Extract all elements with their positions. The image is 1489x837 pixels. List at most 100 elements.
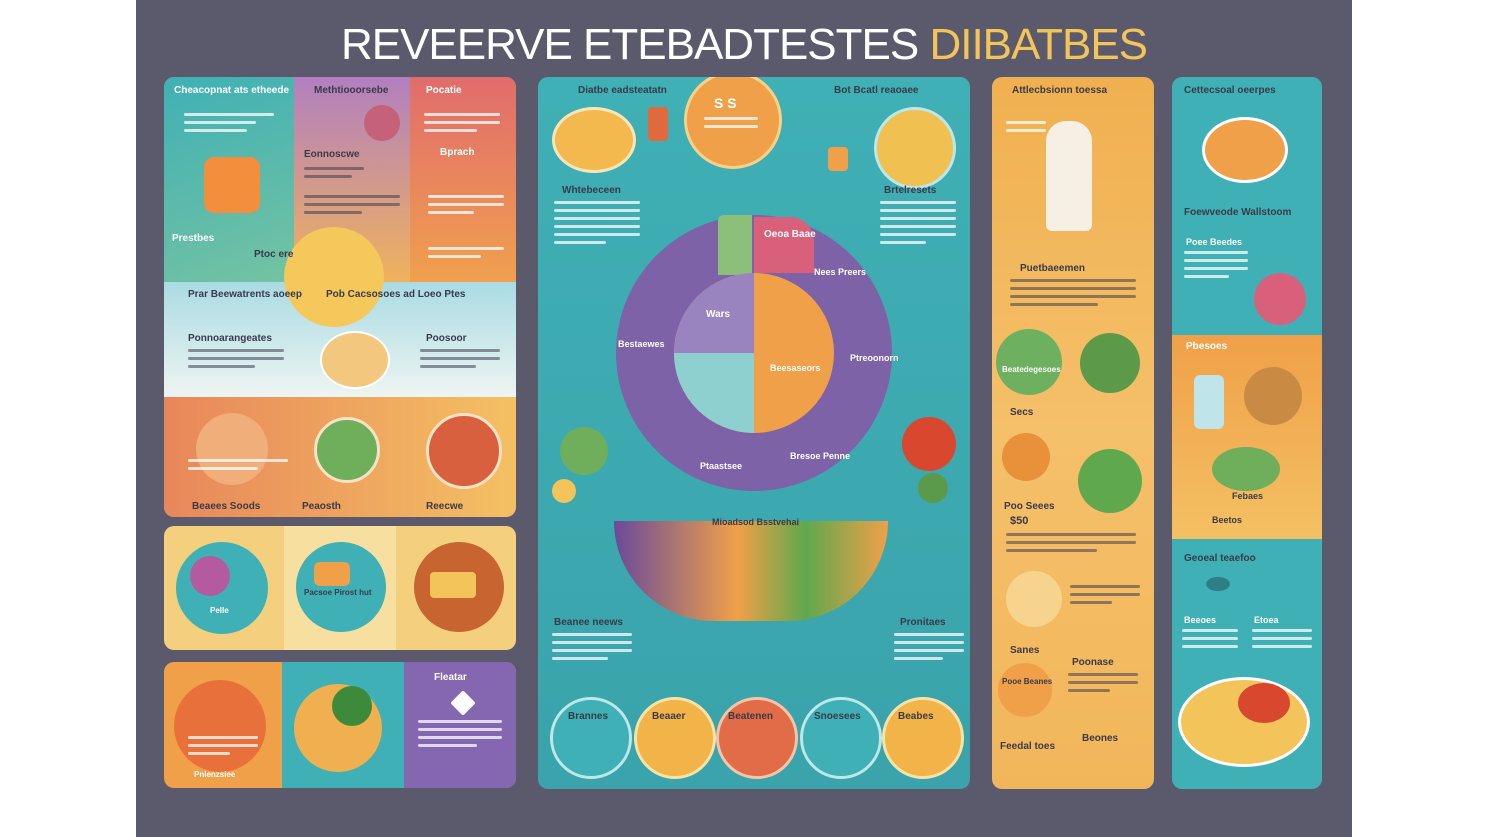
- left-text-block-5: [428, 195, 504, 219]
- far-right-label-beeoes: Beeoes: [1184, 615, 1217, 625]
- bottom-left-label-fleatar: Fleatar: [434, 672, 467, 683]
- plate-slice-pink: [754, 217, 814, 273]
- lemon-icon: [552, 479, 576, 503]
- right-label-pooe-beanes: Pooe Beanes: [1002, 677, 1053, 686]
- center-label-nees-preers: Nees Preers: [814, 267, 867, 277]
- left-text-block-4: [424, 113, 500, 137]
- person-figure-icon: [1046, 121, 1092, 231]
- center-label-ptaastsee: Ptaastsee: [700, 461, 743, 471]
- left-label-peaosth: Peaosth: [302, 501, 341, 512]
- right-text-block-4: [1070, 585, 1140, 609]
- bottom-circle-4: [800, 697, 882, 779]
- left-label-prestbes: Prestbes: [172, 233, 215, 244]
- toast-icon: [314, 562, 350, 586]
- left-text-block-3: [304, 195, 400, 219]
- center-label-beesaseors: Beesaseors: [770, 363, 821, 373]
- left-label-prar: Prar Beewatrents aoeep: [188, 289, 302, 300]
- left-header-3: Pocatie: [426, 85, 462, 96]
- far-right-label-etoea: Etoea: [1254, 615, 1279, 625]
- salad-bowl-icon: [426, 413, 502, 489]
- orange-fruit-circle: [174, 680, 266, 772]
- right-label-puetbaeemen: Puetbaeemen: [1020, 263, 1086, 274]
- orange-drop-icon: [196, 413, 268, 485]
- price-badge-circle: [684, 77, 782, 169]
- tomato-cluster-icon: [902, 417, 956, 471]
- title-part-white: REVEERVE ETEBADTESTES: [340, 20, 919, 69]
- bottle-icon: [648, 107, 668, 141]
- left-label-beaees-soods: Beaees Soods: [192, 501, 261, 512]
- left-header-1: Cheacopnat ats etheede: [174, 85, 290, 96]
- left-text-block-6: [428, 247, 504, 263]
- leaf-icon: [332, 686, 372, 726]
- far-right-label-pbesoes: Pbesoes: [1186, 341, 1228, 352]
- left-label-ptoc-ere: Ptoc ere: [254, 249, 294, 260]
- fruit-glass-circle: [874, 107, 956, 189]
- cheese-wedge-icon: [430, 572, 476, 598]
- center-text-block-right: [880, 201, 956, 249]
- right-label-poo-seees: Poo Seees: [1004, 501, 1055, 512]
- egg-circle: [1006, 571, 1062, 627]
- left-text-block-8: [420, 349, 500, 373]
- strawberries-icon: [1238, 683, 1290, 723]
- badge-text-lines: [704, 117, 758, 133]
- far-right-column: Cettecsoal oeerpes Foewveode Wallstoom P…: [1172, 77, 1322, 789]
- broccoli-icon: [918, 473, 948, 503]
- far-right-label-febaes: Febaes: [1232, 491, 1264, 501]
- water-bottle-icon: [1194, 375, 1224, 429]
- glass-bowl-icon: [320, 331, 390, 389]
- bottom-circle-2-label: Beaaer: [652, 711, 686, 722]
- far-right-header-3: Geoeal teaefoo: [1184, 553, 1256, 564]
- circles-label-pelle: Pelle: [210, 606, 229, 615]
- center-text-block-bl: [552, 633, 632, 665]
- mixed-food-icon: [190, 556, 230, 596]
- right-text-block-3: [1006, 533, 1136, 557]
- bottom-circle-1-label: Brannes: [568, 711, 609, 722]
- left-text-block-9: [188, 459, 288, 475]
- price-badge-text: S S: [714, 95, 737, 111]
- food-arc-band: [614, 521, 888, 621]
- far-right-text-block-2: [1182, 629, 1238, 653]
- center-label-oeoa-baae: Oeoa Baae: [764, 229, 816, 240]
- title-part-yellow: DIIBATBES: [929, 20, 1148, 69]
- bowl-circle-middle: [296, 542, 386, 632]
- left-label-bprach: Bprach: [440, 147, 475, 158]
- broccoli-bowl-icon: [1080, 333, 1140, 393]
- pink-drink-circle: [1254, 273, 1306, 325]
- fruit-bowl-icon: [364, 105, 400, 141]
- left-panel: Cheacopnat ats etheede Methtiooorsebe Po…: [164, 77, 516, 517]
- left-label-poosoor: Poosoor: [426, 333, 467, 344]
- circles-label-pacsoe: Pacsoe Pirost hut: [304, 588, 372, 597]
- center-label-ptreoonorn: Ptreoonorn: [850, 353, 899, 363]
- bird-icon: [1206, 577, 1230, 591]
- bottom-left-label-pnlen: Pnlenzsiee: [194, 770, 236, 779]
- far-right-orange-block: [1172, 335, 1322, 539]
- left-label-pob: Pob Cacsosoes ad Loeo Ptes: [326, 289, 466, 300]
- bottom-circle-3-label: Beatenen: [728, 711, 774, 722]
- right-label-poonase: Poonase: [1072, 657, 1114, 668]
- center-label-bestaewes: Bestaewes: [618, 339, 665, 349]
- salad-plate-icon: [1078, 449, 1142, 513]
- lime-cluster-icon: [1212, 447, 1280, 491]
- right-label-feedal: Feedal toes: [1000, 741, 1056, 752]
- poster-title: REVEERVE ETEBADTESTES DIIBATBES: [136, 20, 1352, 70]
- fruit-plate-icon: [1202, 117, 1288, 183]
- orange-circle-small: [998, 663, 1052, 717]
- center-label-mioadsod: Mioadsod Bsstvehai: [712, 517, 800, 527]
- far-right-label-poee-beedes: Poee Beedes: [1186, 237, 1243, 247]
- right-text-block-1: [1006, 121, 1046, 137]
- far-right-text-block-1: [1184, 251, 1248, 283]
- circles-panel: Pacsoe Pirost hut Pelle: [164, 526, 516, 650]
- right-label-beones: Beones: [1082, 733, 1119, 744]
- tumbler-drink-icon: [204, 157, 260, 213]
- left-text-block-7: [188, 349, 284, 373]
- plate-slice-green: [718, 215, 752, 275]
- right-text-block-2: [1010, 279, 1136, 311]
- far-right-text-block-3: [1252, 629, 1312, 653]
- center-label-whtebeceen: Whtebeceen: [562, 185, 621, 196]
- center-label-beanee-neews: Beanee neews: [554, 617, 623, 628]
- bread-icon: [1244, 367, 1302, 425]
- far-right-header-1: Cettecsoal oeerpes: [1184, 85, 1276, 96]
- green-stats-circle: [996, 329, 1062, 395]
- center-label-pronitaes: Pronitaes: [900, 617, 946, 628]
- center-text-block-br: [894, 633, 964, 665]
